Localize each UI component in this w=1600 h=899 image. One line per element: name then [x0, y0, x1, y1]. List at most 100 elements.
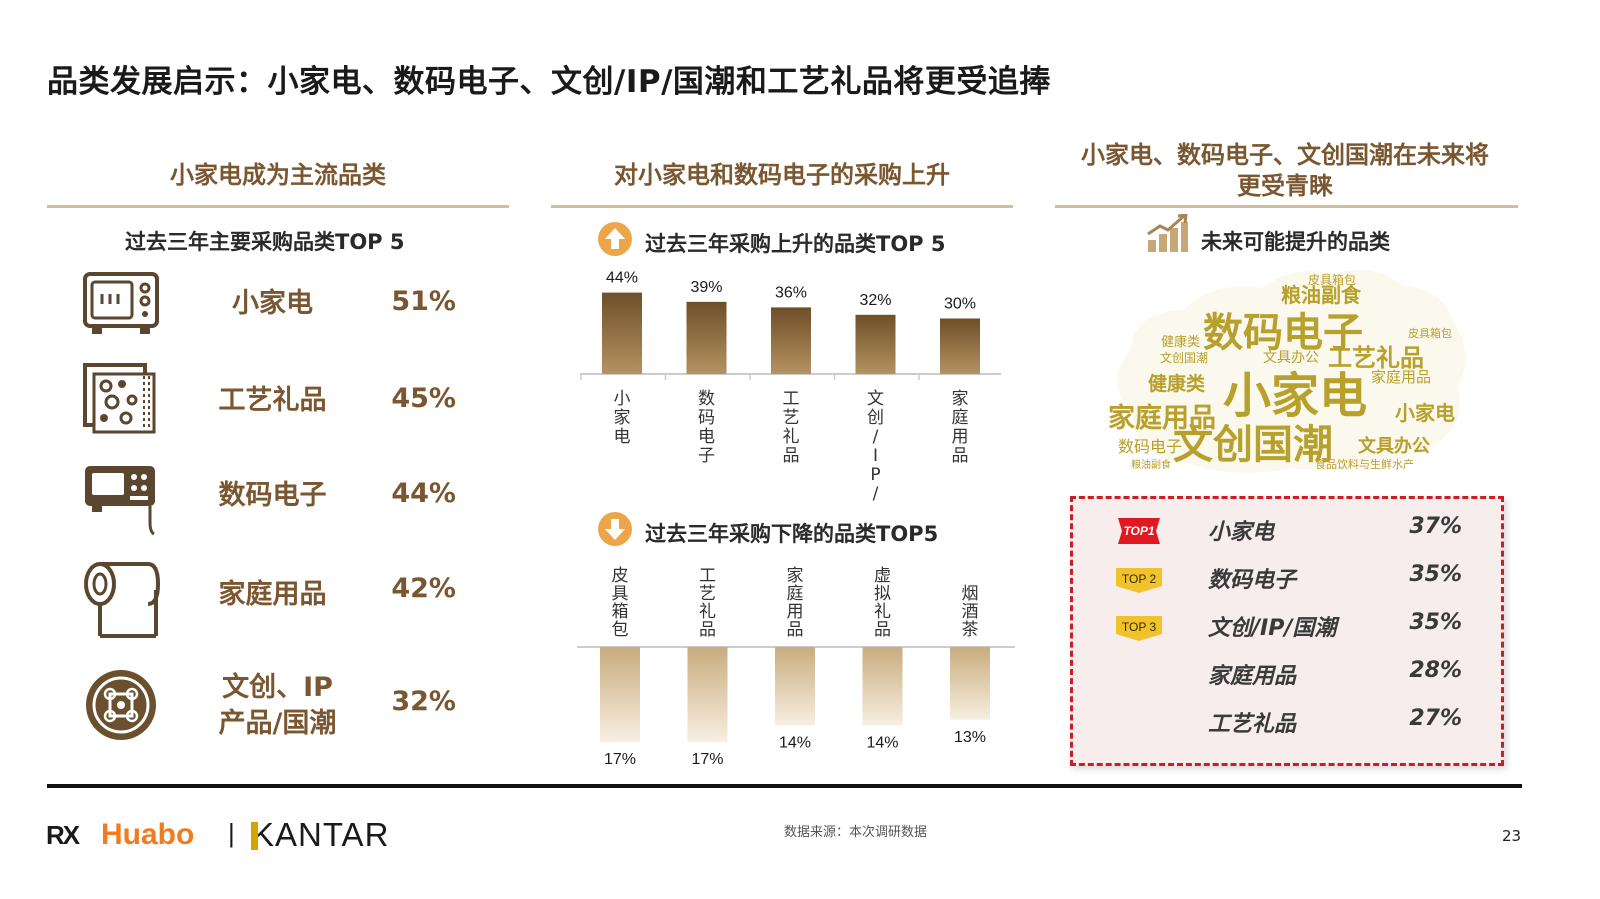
down-bar: [775, 647, 815, 726]
down-category-label: 烟: [962, 584, 979, 604]
up-category-label: 电: [614, 427, 631, 447]
kantar-logo: KANTAR: [252, 816, 390, 853]
huabo-logo: Huabo: [101, 818, 195, 851]
rank-name: 工艺礼品: [1208, 712, 1297, 737]
left-item-name: 家庭用品: [218, 579, 327, 610]
down-value-label: 14%: [866, 734, 898, 751]
logo-separator: |: [228, 818, 235, 848]
down-bar: [950, 647, 990, 720]
up-value-label: 30%: [944, 296, 976, 313]
up-category-label: P: [870, 465, 880, 485]
rank-name: 小家电: [1208, 520, 1275, 545]
down-category-label: 品: [787, 620, 804, 640]
top2-badge-icon: TOP 2: [1114, 566, 1164, 594]
wordcloud-word: 健康类: [1148, 372, 1205, 395]
down-value-label: 14%: [779, 734, 811, 751]
footer-rule: [47, 784, 1522, 788]
wordcloud-word: 粮油副食: [1281, 283, 1362, 307]
paper-roll-icon: [82, 560, 161, 638]
left-item-name: 小家电: [232, 288, 313, 319]
wordcloud-word: 家庭用品: [1108, 402, 1216, 434]
microwave-icon: [82, 270, 160, 348]
right-rule: [1055, 205, 1518, 208]
rx-logo: RX: [46, 820, 80, 850]
down-category-label: 品: [874, 620, 891, 640]
wordcloud-word: 数码电子: [1118, 437, 1182, 456]
top1-badge-icon: TOP1: [1116, 514, 1162, 548]
up-value-label: 39%: [690, 279, 722, 296]
down-category-label: 包: [612, 620, 629, 640]
kantar-accent: [251, 822, 258, 850]
down-category-label: 礼: [874, 602, 891, 622]
left-item-pct: 32%: [391, 686, 456, 717]
up-category-label: 创: [867, 408, 884, 428]
up-category-label: 礼: [783, 427, 800, 447]
down-category-label: 用: [787, 602, 804, 622]
up-category-label: 子: [698, 446, 715, 466]
down-value-label: 17%: [604, 751, 636, 768]
rank-name: 家庭用品: [1208, 664, 1297, 689]
up-category-label: 电: [698, 427, 715, 447]
down-category-label: 茶: [962, 620, 979, 640]
page-number: 23: [1502, 827, 1522, 845]
up-category-label: 文: [867, 389, 884, 409]
down-category-label: 虚: [874, 566, 891, 586]
wordcloud-word: 文创国潮: [1173, 422, 1333, 468]
right-header: 小家电、数码电子、文创国潮在未来将更受青睐: [1081, 141, 1489, 200]
left-item-pct: 42%: [391, 573, 456, 604]
wordcloud-word: 皮具箱包: [1308, 272, 1356, 287]
rank-pct: 35%: [1409, 610, 1462, 635]
word-cloud: 小家电 数码电子 文创国潮 家庭用品 工艺礼品 健康类 粮油副食 文具办公 皮具…: [1108, 270, 1466, 473]
page-title: 品类发展启示：小家电、数码电子、文创/IP/国潮和工艺礼品将更受追捧: [47, 64, 1051, 100]
svg-text:TOP 3: TOP 3: [1122, 620, 1157, 634]
up-category-label: 家: [614, 408, 631, 428]
up-bar: [940, 318, 980, 374]
rank-pct: 35%: [1409, 562, 1462, 587]
up-subtitle: 过去三年采购上升的品类TOP 5: [645, 232, 946, 256]
down-bar: [687, 647, 728, 743]
down-category-label: 艺: [699, 584, 716, 604]
down-category-label: 箱: [612, 602, 629, 622]
down-category-label: 庭: [787, 584, 804, 604]
wordcloud-word: 皮具箱包: [1408, 326, 1452, 340]
up-value-label: 44%: [606, 270, 638, 287]
growth-chart-icon: [1146, 213, 1190, 254]
chinese-knot-icon: [82, 666, 160, 744]
up-category-label: 数: [698, 389, 715, 409]
down-value-label: 13%: [954, 729, 986, 746]
up-category-label: 庭: [952, 408, 969, 428]
up-category-label: 家: [952, 389, 969, 409]
rank-pct: 37%: [1409, 514, 1462, 539]
down-category-label: 家: [787, 566, 804, 586]
wordcloud-word: 工艺礼品: [1328, 344, 1424, 372]
up-category-label: 艺: [783, 408, 800, 428]
gift-pattern-icon: [82, 362, 160, 440]
rank-name: 数码电子: [1208, 568, 1297, 593]
rank-pct: 27%: [1409, 706, 1462, 731]
wordcloud-word: 数码电子: [1203, 310, 1363, 356]
left-item-pct: 51%: [391, 286, 456, 317]
data-source: 数据来源：本次调研数据: [784, 825, 928, 840]
wordcloud-word: 食品饮料与生鲜水产: [1315, 457, 1414, 471]
up-category-label: 工: [783, 389, 800, 409]
wordcloud-word: 家庭用品: [1371, 368, 1431, 386]
up-bar: [771, 307, 811, 374]
up-value-label: 32%: [859, 292, 891, 309]
up-category-label: 小: [614, 389, 631, 409]
left-header: 小家电成为主流品类: [170, 161, 386, 189]
wordcloud-word: 文具办公: [1263, 350, 1319, 366]
down-category-label: 礼: [699, 602, 716, 622]
left-item-name: 工艺礼品: [218, 385, 327, 416]
up-category-label: 品: [952, 446, 969, 466]
svg-text:TOP 2: TOP 2: [1122, 572, 1157, 586]
left-subtitle: 过去三年主要采购品类TOP 5: [125, 230, 405, 254]
up-category-label: 码: [698, 408, 715, 428]
rank-pct: 28%: [1409, 658, 1462, 683]
up-bar: [686, 301, 727, 374]
left-item-name: 文创、IP 产品/国潮: [218, 672, 337, 739]
left-item-name: 数码电子: [218, 480, 327, 511]
arrow-down-icon: [597, 511, 633, 547]
up-category-label: 品: [783, 446, 800, 466]
